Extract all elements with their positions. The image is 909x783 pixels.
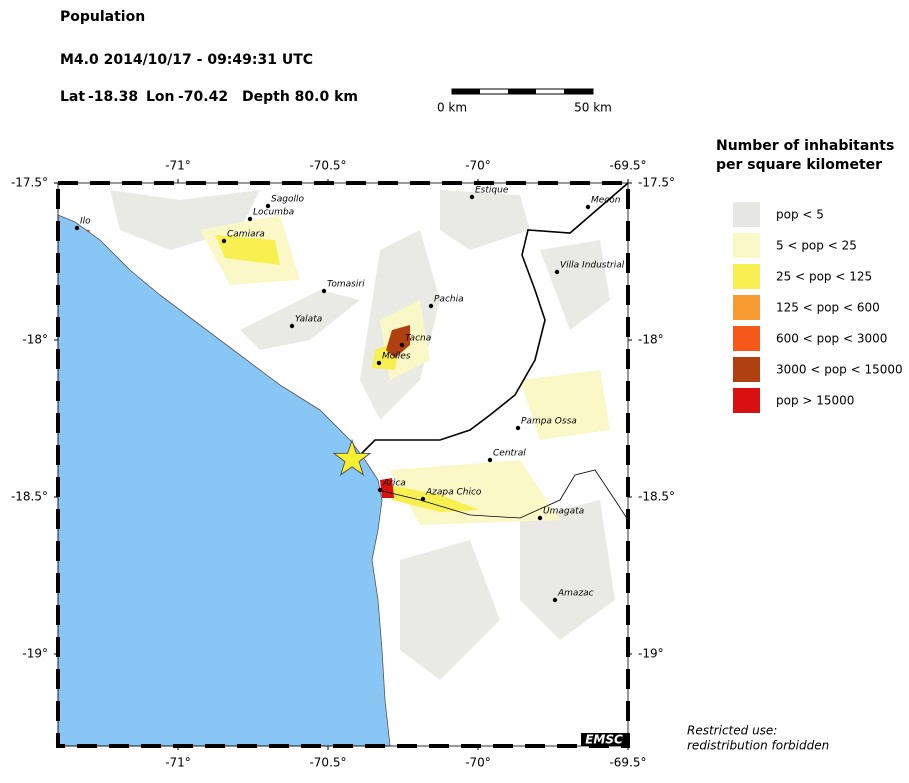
city-dot bbox=[552, 597, 558, 603]
city-dot bbox=[487, 457, 493, 463]
lat-label: Lat bbox=[60, 89, 85, 105]
legend-label: 3000 < pop < 15000 bbox=[776, 363, 903, 377]
map-body bbox=[56, 181, 630, 748]
city-dot bbox=[377, 487, 383, 493]
lon-label: -70° bbox=[465, 159, 491, 173]
city-label: Pampa Ossa bbox=[521, 417, 577, 427]
city-dot bbox=[554, 269, 560, 275]
lat-label: -18° bbox=[22, 333, 48, 347]
city-dot bbox=[74, 225, 80, 231]
legend-label: pop < 5 bbox=[776, 208, 824, 222]
lat-label: -17.5° bbox=[638, 176, 675, 190]
legend-swatch bbox=[733, 295, 760, 320]
lon-label: -69.5° bbox=[609, 159, 646, 173]
scale-start: 0 km bbox=[437, 101, 467, 115]
city-label: Yalata bbox=[295, 315, 322, 325]
city-label: Ilo bbox=[80, 217, 91, 227]
city-label: Arica bbox=[382, 479, 406, 489]
city-dot bbox=[585, 204, 591, 210]
city-dot bbox=[469, 194, 475, 200]
legend-swatch bbox=[733, 202, 760, 227]
lon-label: -70° bbox=[465, 756, 491, 770]
legend-title: Number of inhabitants bbox=[716, 138, 894, 154]
city-label: Amazac bbox=[557, 589, 594, 599]
lon: -70.42 bbox=[178, 89, 228, 105]
lat-label: -17.5° bbox=[11, 176, 48, 190]
city-label: Tacna bbox=[405, 334, 431, 344]
city-dot bbox=[399, 342, 405, 348]
legend-label: 5 < pop < 25 bbox=[776, 239, 857, 253]
lat-label: -19° bbox=[22, 647, 48, 661]
legend-label: 600 < pop < 3000 bbox=[776, 332, 887, 346]
city-dot bbox=[321, 288, 327, 294]
city-label: Villa Industrial bbox=[560, 261, 625, 271]
city-label: Umagata bbox=[543, 507, 584, 517]
city-label: Mecon bbox=[591, 196, 621, 206]
legend-label: 125 < pop < 600 bbox=[776, 301, 880, 315]
scale-bar bbox=[451, 88, 594, 95]
city-label: Pachia bbox=[434, 295, 464, 305]
city-label: Estique bbox=[475, 186, 509, 196]
city-label: Azapa Chico bbox=[425, 488, 482, 498]
city-dot bbox=[537, 515, 543, 521]
legend-swatch bbox=[733, 357, 760, 382]
lat-label: -18° bbox=[638, 333, 664, 347]
city-label: Camiara bbox=[227, 230, 265, 240]
city-dot bbox=[420, 496, 426, 502]
city-dot bbox=[247, 216, 253, 222]
city-dot bbox=[428, 303, 434, 309]
city-dot bbox=[289, 323, 295, 329]
title: Population bbox=[60, 9, 145, 25]
legend-label: 25 < pop < 125 bbox=[776, 270, 872, 284]
lat-label: -18.5° bbox=[638, 490, 675, 504]
legend-swatch bbox=[733, 233, 760, 258]
depth: Depth 80.0 km bbox=[242, 89, 358, 105]
lat-label: -19° bbox=[638, 647, 664, 661]
logo: EMSC bbox=[585, 733, 623, 747]
lon-label: -69.5° bbox=[609, 756, 646, 770]
lat-label: -18.5° bbox=[11, 490, 48, 504]
event: M4.0 2014/10/17 - 09:49:31 UTC bbox=[60, 52, 313, 68]
lon-label: -70.5° bbox=[309, 159, 346, 173]
lon-label: -70.5° bbox=[309, 756, 346, 770]
city-label: Molles bbox=[382, 352, 411, 362]
legend-swatch bbox=[733, 326, 760, 351]
lon-label: -71° bbox=[165, 159, 191, 173]
city-label: Central bbox=[493, 449, 526, 459]
lat: -18.38 bbox=[88, 89, 138, 105]
city-label: Locumba bbox=[253, 208, 294, 218]
legend-swatch bbox=[733, 264, 760, 289]
city-dot bbox=[376, 360, 382, 366]
city-dot bbox=[221, 238, 227, 244]
note: redistribution forbidden bbox=[687, 739, 829, 753]
lon-label: Lon bbox=[146, 89, 175, 105]
scale-end: 50 km bbox=[574, 101, 612, 115]
city-dot bbox=[515, 425, 521, 431]
epicenter bbox=[332, 438, 372, 476]
lon-label: -71° bbox=[165, 756, 191, 770]
city-label: Sagollo bbox=[271, 195, 304, 205]
city-dot bbox=[265, 203, 271, 209]
legend-title: per square kilometer bbox=[716, 157, 882, 173]
note: Restricted use: bbox=[687, 724, 777, 738]
city-label: Tomasiri bbox=[327, 280, 365, 290]
legend-label: pop > 15000 bbox=[776, 394, 854, 408]
legend-swatch bbox=[733, 388, 760, 413]
